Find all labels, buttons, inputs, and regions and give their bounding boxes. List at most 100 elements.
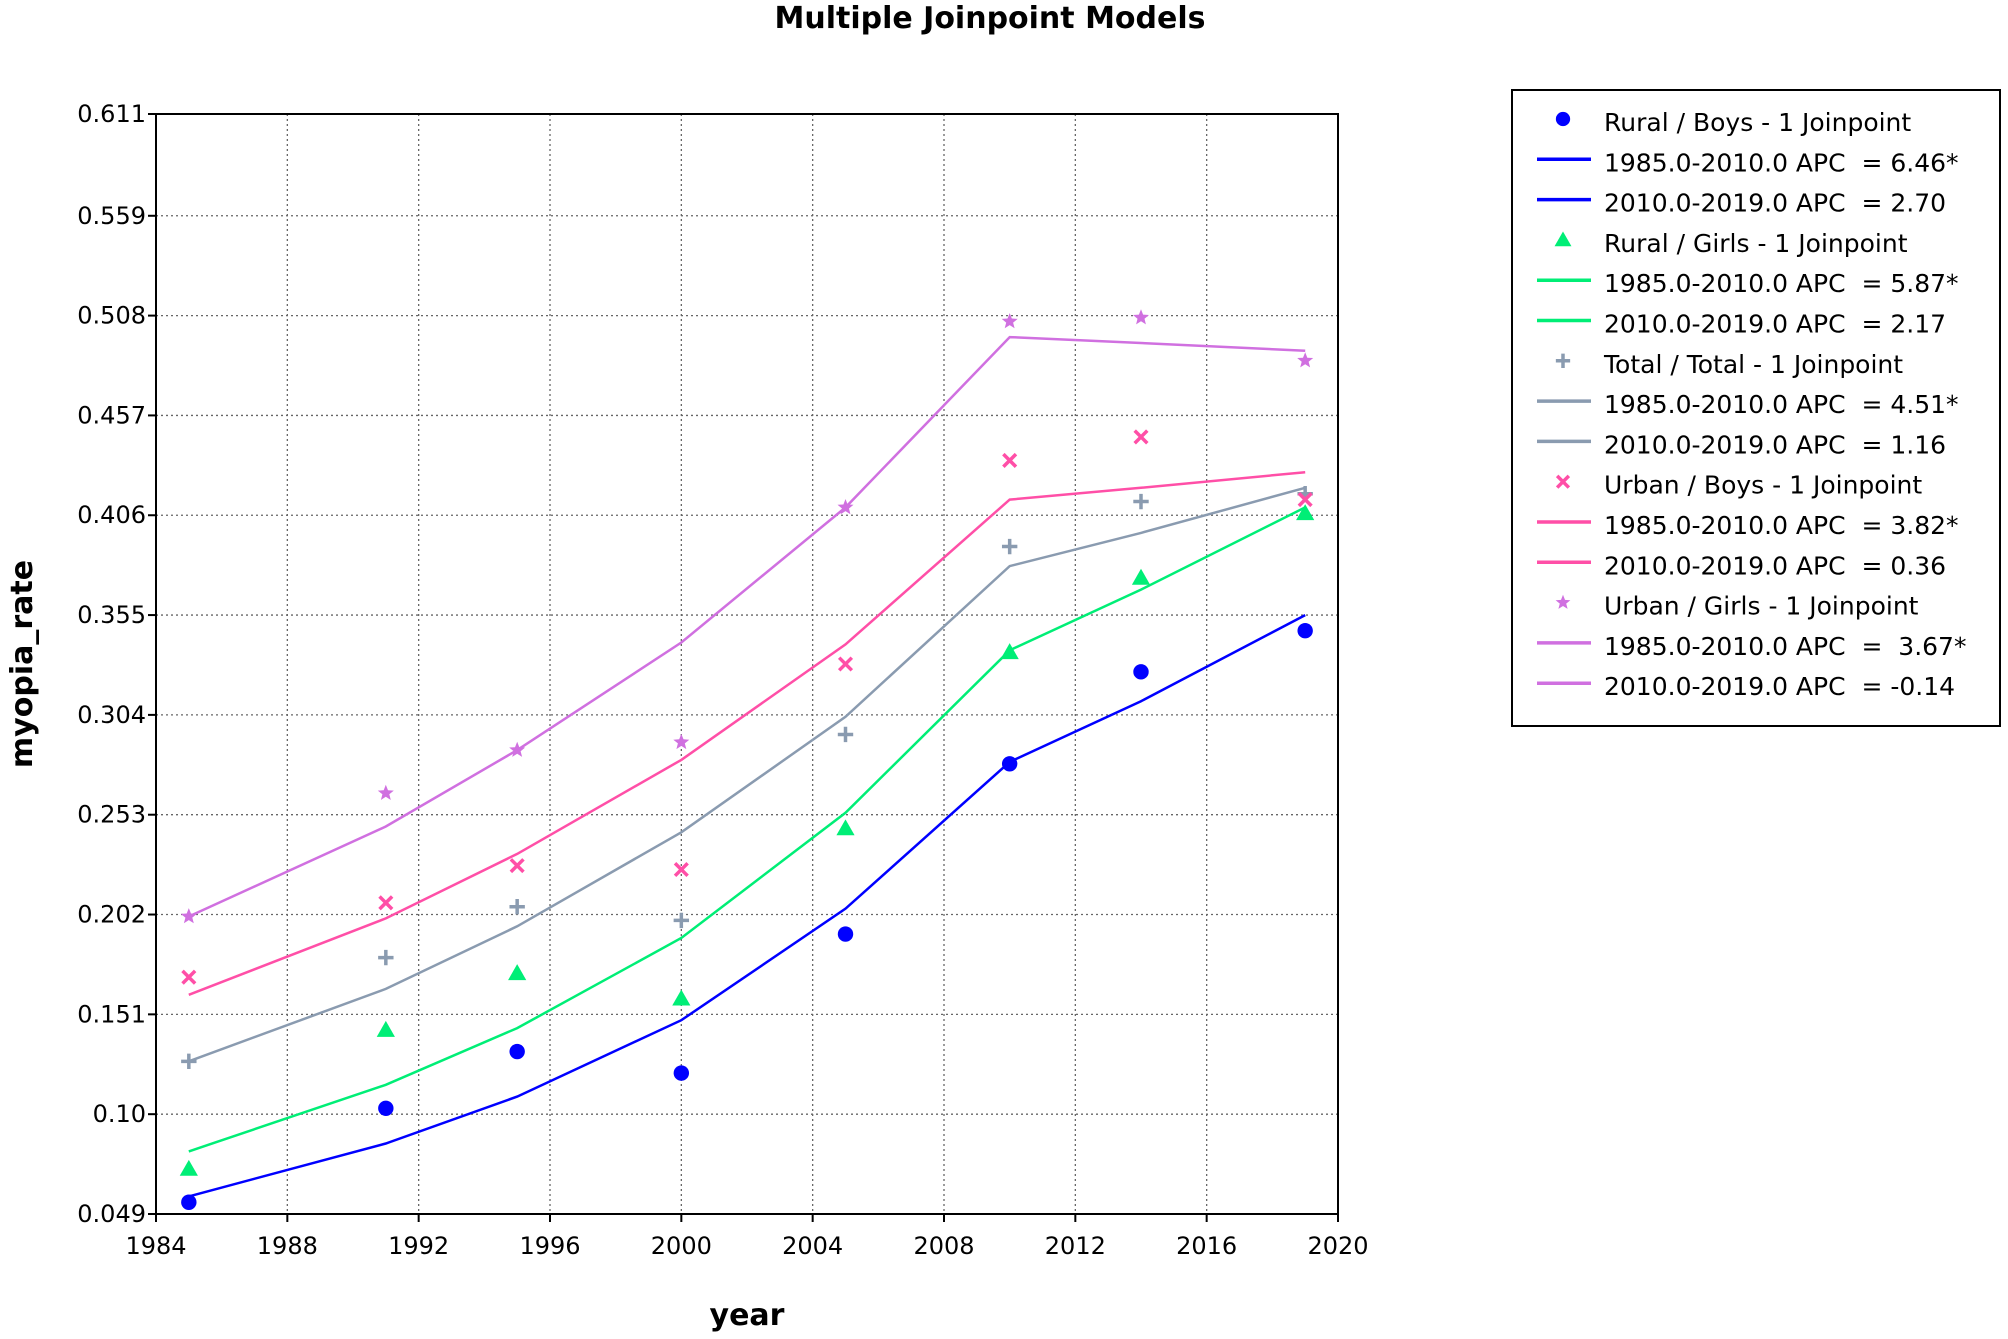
data-point — [673, 912, 690, 929]
legend-segment-label: 2010.0-2019.0 APC = 0.36 — [1604, 551, 1946, 580]
data-point — [378, 1100, 394, 1117]
data-point — [673, 861, 689, 878]
data-point — [179, 1159, 198, 1176]
plot-frame — [155, 113, 1339, 1215]
series-line — [188, 470, 1306, 996]
data-point — [1001, 756, 1018, 772]
series-4 — [181, 429, 1313, 996]
series-3 — [181, 486, 1313, 1070]
data-point — [1000, 643, 1019, 660]
series-line — [188, 335, 1306, 918]
y-tick-label: 0.457 — [77, 401, 146, 429]
legend-marker — [1554, 231, 1572, 247]
legend-segment-label: 1985.0-2010.0 APC = 3.67* — [1604, 632, 1966, 661]
x-tick-label: 1992 — [388, 1232, 449, 1260]
data-point — [837, 726, 854, 743]
x-axis-ticks: 1984 1988 1992 1996 2000 2004 2008 2012 2016 2020 — [125, 1214, 1369, 1260]
legend-marker — [1555, 474, 1571, 489]
data-point — [673, 1065, 690, 1081]
legend-segment-label: 2010.0-2019.0 APC = 2.70 — [1604, 189, 1946, 218]
legend-segment-label: 1985.0-2010.0 APC = 6.46* — [1604, 148, 1959, 177]
grid — [155, 113, 1339, 1215]
y-tick-label: 0.10 — [93, 1100, 146, 1128]
x-tick-label: 2008 — [913, 1232, 974, 1260]
data-point — [837, 499, 854, 515]
legend-series-label: Total / Total - 1 Joinpoint — [1603, 350, 1903, 379]
legend-series-label: Rural / Boys - 1 Joinpoint — [1604, 108, 1911, 137]
series-1 — [181, 613, 1313, 1210]
data-point — [377, 784, 394, 800]
y-axis-ticks: 0.049 0.10 0.151 0.202 0.253 0.304 0.355 0.406 0… — [77, 100, 156, 1228]
chart-title: Multiple Joinpoint Models — [774, 1, 1205, 36]
data-point — [1133, 664, 1149, 680]
x-tick-label: 2012 — [1045, 1232, 1106, 1260]
data-point — [1296, 504, 1315, 521]
y-tick-label: 0.406 — [77, 501, 146, 529]
data-point — [837, 656, 854, 672]
y-tick-label: 0.304 — [77, 701, 146, 729]
legend-segment-label: 2010.0-2019.0 APC = 2.17 — [1604, 310, 1946, 339]
data-point — [1133, 309, 1149, 325]
data-point — [1133, 493, 1149, 510]
legend-marker — [1555, 111, 1571, 127]
series-layer — [179, 309, 1315, 1210]
y-tick-label: 0.151 — [77, 1000, 146, 1028]
x-tick-label: 2004 — [782, 1232, 843, 1260]
legend-frame — [1511, 89, 2001, 727]
x-axis-title: year — [710, 1298, 785, 1333]
data-point — [1001, 313, 1018, 329]
y-tick-label: 0.253 — [77, 801, 146, 829]
data-point — [1002, 452, 1018, 468]
data-point — [509, 1043, 525, 1060]
data-point — [378, 895, 394, 911]
data-point — [508, 964, 527, 981]
y-tick-label: 0.202 — [77, 901, 146, 929]
data-point — [509, 899, 525, 915]
data-point — [180, 908, 197, 924]
x-tick-label: 2000 — [651, 1232, 712, 1260]
x-tick-label: 1996 — [519, 1232, 580, 1260]
data-point — [181, 969, 197, 985]
data-point — [1297, 492, 1313, 508]
data-point — [181, 1194, 197, 1210]
data-point — [1297, 352, 1314, 368]
legend-marker — [1555, 353, 1571, 368]
series-5 — [180, 309, 1314, 924]
legend-segment-label: 2010.0-2019.0 APC = 1.16 — [1604, 430, 1946, 459]
legend-series-label: Urban / Girls - 1 Joinpoint — [1604, 592, 1919, 621]
y-tick-label: 0.355 — [77, 601, 146, 629]
series-line — [188, 613, 1306, 1198]
data-point — [836, 819, 855, 836]
legend-series-label: Rural / Girls - 1 Joinpoint — [1604, 229, 1908, 258]
legend-segment-label: 1985.0-2010.0 APC = 5.87* — [1604, 269, 1959, 298]
data-point — [1297, 623, 1313, 639]
legend-marker — [1555, 594, 1571, 609]
series-2 — [179, 504, 1315, 1176]
data-point — [509, 858, 525, 874]
x-tick-label: 2016 — [1176, 1232, 1237, 1260]
legend-segment-label: 1985.0-2010.0 APC = 4.51* — [1604, 390, 1959, 419]
data-point — [378, 949, 394, 966]
y-tick-label: 0.611 — [77, 100, 146, 128]
series-line — [188, 506, 1306, 1153]
data-point — [837, 926, 854, 942]
y-axis-title: myopia_rate — [5, 560, 40, 768]
legend-items: Rural / Boys - 1 Joinpoint 1985.0-2010.0 … — [1537, 108, 1966, 701]
x-tick-label: 1984 — [125, 1232, 186, 1260]
legend: Rural / Boys - 1 Joinpoint 1985.0-2010.0 … — [1511, 89, 2001, 727]
data-point — [673, 733, 690, 750]
x-tick-label: 1988 — [257, 1232, 318, 1260]
data-point — [1001, 538, 1018, 555]
data-point — [1131, 568, 1151, 585]
data-point — [181, 1053, 197, 1070]
x-tick-label: 2020 — [1307, 1232, 1368, 1260]
y-tick-label: 0.508 — [77, 302, 146, 330]
legend-segment-label: 2010.0-2019.0 APC = -0.14 — [1604, 672, 1955, 701]
data-point — [376, 1020, 395, 1037]
data-point — [1133, 429, 1149, 445]
y-tick-label: 0.049 — [77, 1200, 146, 1228]
legend-series-label: Urban / Boys - 1 Joinpoint — [1604, 471, 1922, 500]
series-line — [188, 486, 1306, 1063]
data-point — [672, 989, 691, 1006]
